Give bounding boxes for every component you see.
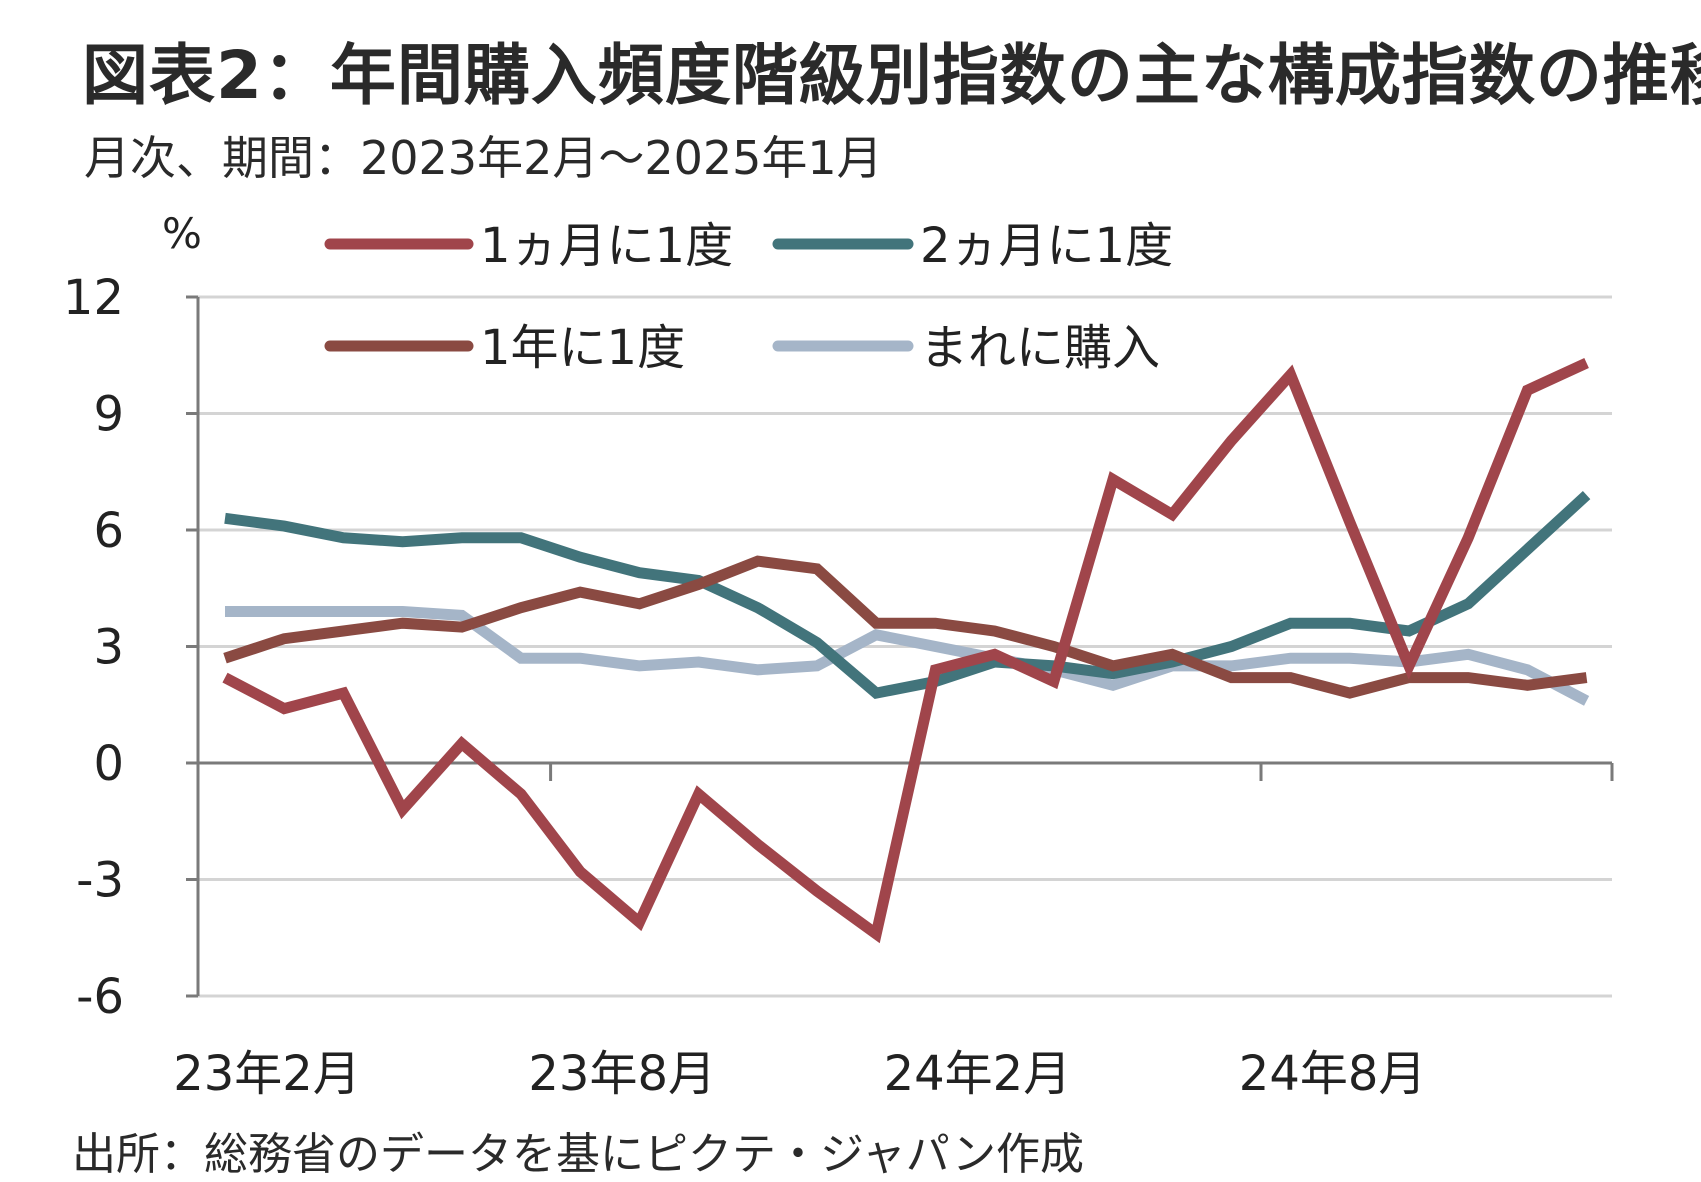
- y-tick-label: 9: [93, 387, 124, 443]
- legend-label-1: 2ヵ月に1度: [920, 218, 1173, 274]
- x-tick-label: 24年8月: [1239, 1046, 1427, 1102]
- series-line-0: [222, 358, 1589, 944]
- legend: 1ヵ月に1度 2ヵ月に1度 1年に1度 まれに購入: [324, 218, 1173, 376]
- y-tick-label: 3: [93, 620, 124, 676]
- source-note: 出所：総務省のデータを基にピクテ・ジャパン作成: [72, 1129, 1084, 1180]
- y-tick-label: 0: [93, 736, 124, 792]
- y-tick-label: 12: [63, 270, 124, 326]
- legend-label-0: 1ヵ月に1度: [480, 218, 733, 274]
- y-unit-label: %: [162, 209, 202, 258]
- page-title: 図表2：年間購入頻度階級別指数の主な構成指数の推移: [82, 37, 1701, 114]
- gridlines: [198, 295, 1612, 998]
- legend-label-3: まれに購入: [920, 320, 1160, 376]
- x-tick-label: 23年2月: [173, 1046, 361, 1102]
- series-line-3: [225, 606, 1590, 706]
- series-line-1: [224, 491, 1591, 700]
- y-tick-label: 6: [93, 503, 124, 559]
- axes: [186, 295, 1614, 998]
- x-tick-label: 24年2月: [884, 1046, 1072, 1102]
- y-tick-label: -3: [76, 853, 124, 909]
- x-tick-label: 23年8月: [528, 1046, 716, 1102]
- series-lines: [222, 358, 1591, 944]
- tick-labels: 12 9 6 3 0 -3 -6 23年2月 23年8月 24年2月 24年8月: [63, 270, 1426, 1102]
- series-line-2: [223, 555, 1588, 699]
- page-subtitle: 月次、期間：2023年2月～2025年1月: [84, 131, 883, 185]
- legend-label-2: 1年に1度: [480, 320, 685, 376]
- y-tick-label: -6: [76, 969, 124, 1025]
